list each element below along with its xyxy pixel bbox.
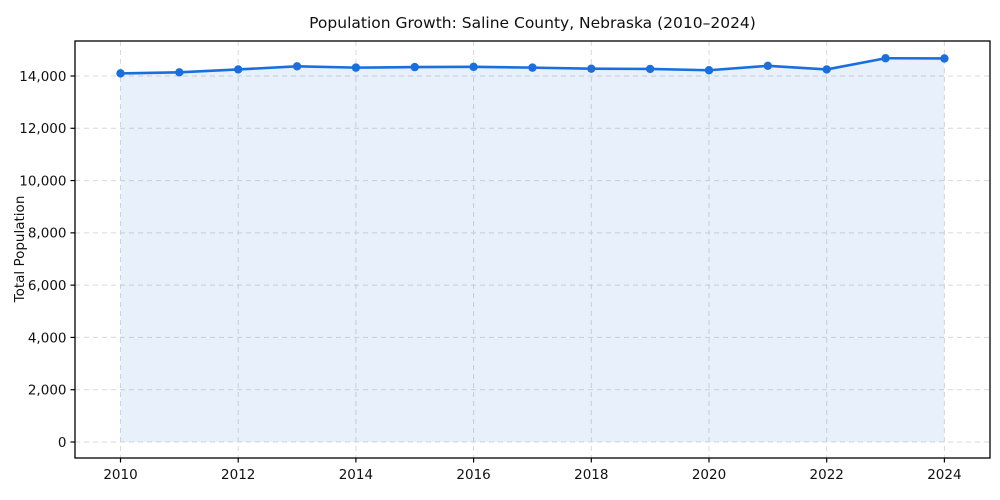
- series-area-fill: [120, 58, 945, 442]
- data-point-2016: [469, 62, 478, 72]
- data-point-2023: [881, 54, 890, 63]
- x-tick-label: 2014: [339, 467, 373, 483]
- y-tick-label: 8,000: [28, 226, 67, 242]
- x-tick-label: 2012: [221, 467, 255, 483]
- x-tick-label: 2016: [456, 467, 490, 483]
- y-tick-label: 6,000: [28, 278, 67, 294]
- plot-frame: [74, 40, 991, 459]
- data-point-2013: [292, 62, 302, 71]
- data-point-2014: [351, 63, 361, 72]
- data-point-2011: [175, 68, 184, 77]
- chart-title: Population Growth: Saline County, Nebras…: [309, 14, 756, 32]
- data-point-2010: [116, 69, 125, 78]
- y-tick-label: 12,000: [19, 121, 66, 137]
- x-tick-label: 2018: [574, 467, 608, 483]
- data-point-2019: [645, 64, 655, 74]
- data-point-2015: [410, 62, 419, 72]
- data-point-2017: [528, 63, 537, 72]
- y-tick-label: 4,000: [28, 330, 67, 346]
- data-point-2021: [763, 61, 773, 71]
- x-tick-label: 2024: [927, 467, 961, 483]
- data-point-2024: [940, 54, 949, 63]
- y-tick-label: 10,000: [19, 173, 66, 189]
- y-tick-label: 2,000: [28, 383, 67, 399]
- y-tick-label: 0: [58, 435, 67, 451]
- y-tick-label: 14,000: [19, 69, 66, 85]
- data-point-2012: [234, 65, 243, 74]
- x-tick-label: 2020: [692, 467, 726, 483]
- data-point-2020: [704, 66, 714, 75]
- x-tick-label: 2022: [810, 467, 844, 483]
- data-point-2018: [587, 64, 596, 73]
- data-point-2022: [822, 65, 831, 74]
- x-tick-label: 2010: [103, 467, 137, 483]
